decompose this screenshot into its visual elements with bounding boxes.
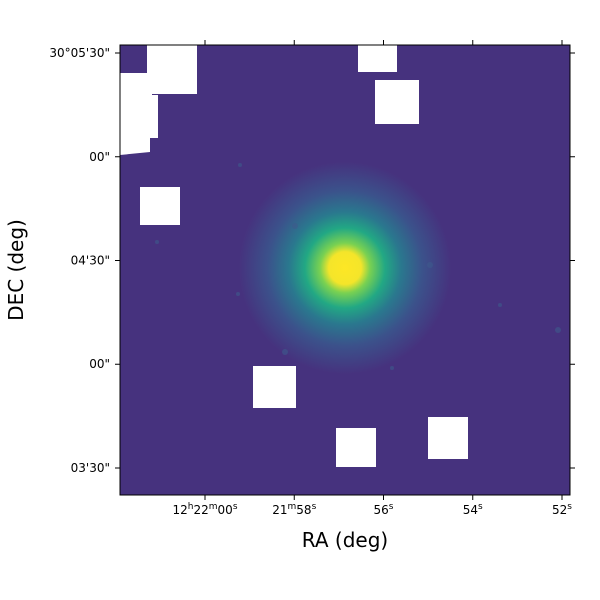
- y-tick-label: 04'30": [71, 254, 110, 268]
- y-tick-label: 03'30": [71, 461, 110, 475]
- x-tick-label: 52s: [552, 502, 572, 517]
- y-tick-label: 30°05'30": [49, 46, 110, 60]
- x-tick-label: 21m58s: [272, 502, 316, 517]
- x-axis-label: RA (deg): [302, 528, 388, 552]
- x-tick-label: 54s: [463, 502, 483, 517]
- y-axis-label: DEC (deg): [4, 219, 28, 321]
- y-tick-label: 00": [89, 150, 110, 164]
- image: [120, 45, 570, 495]
- x-tick-label: 12h22m00s: [172, 502, 237, 517]
- y-tick-label: 00": [89, 357, 110, 371]
- x-tick-label: 56s: [374, 502, 394, 517]
- plot-frame: [119, 44, 571, 496]
